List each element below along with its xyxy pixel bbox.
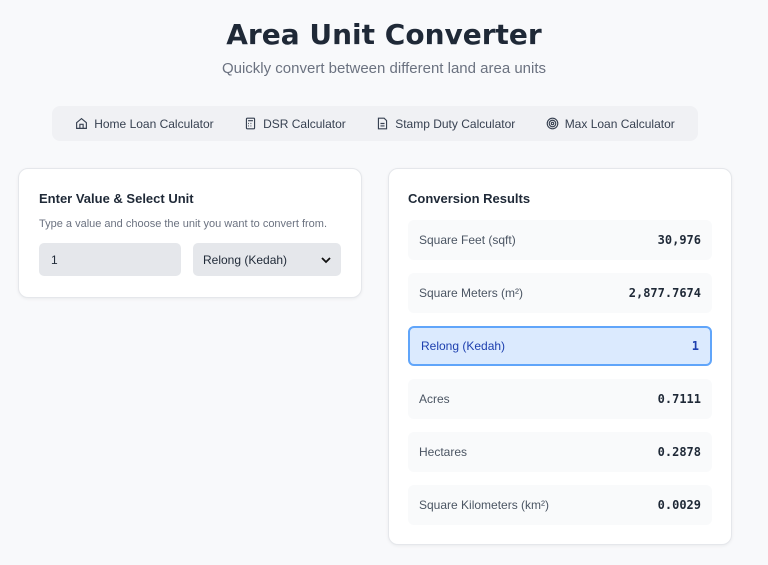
result-row: Square Meters (m²) 2,877.7674 [408,273,712,313]
result-value: 0.0029 [657,498,701,512]
calculator-nav: Home Loan Calculator DSR Calculator Stam… [52,106,698,141]
result-row: Relong (Kedah) 1 [408,326,712,366]
unit-select[interactable]: Relong (Kedah) [193,243,341,276]
nav-label: Max Loan Calculator [564,116,675,131]
nav-max-loan[interactable]: Max Loan Calculator [546,117,675,131]
result-label: Acres [419,392,450,406]
calculator-icon [245,117,256,130]
result-label: Relong (Kedah) [421,339,506,353]
home-icon [76,117,88,129]
result-label: Hectares [419,445,468,459]
results-card: Conversion Results Square Feet (sqft) 30,… [388,168,732,545]
result-value: 30,976 [657,233,701,247]
chevron-down-icon [321,256,331,263]
result-value: 0.7111 [657,392,701,406]
nav-stamp-duty[interactable]: Stamp Duty Calculator [376,117,515,131]
result-label: Square Meters (m²) [419,286,524,300]
page-subtitle: Quickly convert between different land a… [221,60,547,77]
value-input[interactable]: 1 [39,243,181,276]
nav-dsr[interactable]: DSR Calculator [244,117,346,131]
result-row: Square Feet (sqft) 30,976 [408,220,712,260]
input-card-description: Type a value and choose the unit you wan… [39,218,328,230]
nav-label: Home Loan Calculator [94,116,214,131]
nav-label: Stamp Duty Calculator [395,116,516,131]
input-card-title: Enter Value & Select Unit [39,191,194,206]
result-label: Square Feet (sqft) [419,233,516,247]
result-value: 0.2878 [657,445,701,459]
document-icon [378,117,388,130]
target-icon [546,117,559,130]
page-title: Area Unit Converter [226,18,542,51]
result-row: Hectares 0.2878 [408,432,712,472]
result-row: Square Kilometers (km²) 0.0029 [408,485,712,525]
result-label: Square Kilometers (km²) [419,498,550,512]
unit-select-value: Relong (Kedah) [203,252,288,267]
nav-home-loan[interactable]: Home Loan Calculator [75,116,214,131]
nav-label: DSR Calculator [263,116,346,131]
result-value: 2,877.7674 [628,286,701,300]
input-card: Enter Value & Select Unit Type a value a… [18,168,362,298]
result-value: 1 [691,339,699,353]
result-row: Acres 0.7111 [408,379,712,419]
results-title: Conversion Results [408,191,531,206]
